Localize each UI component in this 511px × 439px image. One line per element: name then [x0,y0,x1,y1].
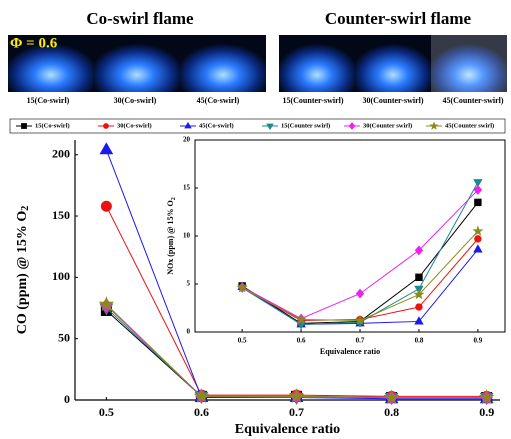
x-tick-label: 0.9 [474,337,483,345]
y-axis-title: CO (ppm) @ 15% O2 [15,206,31,334]
legend-marker [267,124,273,129]
legend-label: 45(Co-swirl) [199,122,234,129]
x-tick-label: 0.6 [194,405,209,419]
legend-marker [349,123,354,129]
legend-label: 15(Counter swirl) [281,122,330,129]
photo-label: 45(Co-swirl) [197,96,240,105]
y-axis-title: NOx (ppm) @ 15% O2 [166,197,178,275]
x-tick-label: 0.5 [238,337,247,345]
y-tick-label: 50 [58,330,70,344]
marker [100,143,112,154]
y-tick-label: 5 [187,280,191,288]
photo-label: 45(Counter-swirl) [442,96,503,105]
x-tick-label: 0.8 [384,405,399,419]
marker [475,199,481,205]
legend-marker [431,123,437,129]
x-tick-label: 0.8 [415,337,424,345]
legend-marker [22,124,27,129]
counter-photos [279,35,507,92]
y-tick-label: 150 [52,208,70,222]
y-axis-title-text: CO (ppm) @ 15% O [15,211,30,335]
y-tick-label: 200 [52,146,70,160]
photo-label: 30(Co-swirl) [114,96,157,105]
y-tick-label: 0 [187,328,191,336]
legend-label: 45(Counter swirl) [445,122,494,129]
inset-frame [195,140,505,332]
y-axis-title-sub: 2 [20,206,31,211]
x-axis-title: Equivalence ratio [320,347,380,356]
marker [416,274,422,280]
marker [475,236,481,242]
x-axis-title: Equivalence ratio [235,422,340,437]
photo-label: 15(Co-swirl) [27,96,70,105]
legend-label: 30(Co-swirl) [117,122,152,129]
x-tick-label: 0.6 [297,337,306,345]
y-tick-label: 15 [183,184,191,192]
figure: Co-swirl flame Counter-swirl flame Φ = 0… [0,0,511,439]
y-tick-label: 20 [183,136,191,144]
legend-label: 15(Co-swirl) [35,122,70,129]
y-axis-title-text: NOx (ppm) @ 15% O [166,200,175,275]
legend-label: 30(Counter swirl) [363,122,412,129]
legend-marker [104,124,109,129]
photo-label: 30(Counter-swirl) [362,96,423,105]
phi-label: Φ = 0.6 [10,35,58,51]
legend-marker [185,123,191,128]
co-title: Co-swirl flame [86,9,194,28]
y-tick-label: 0 [64,392,70,406]
photo-label: 15(Counter-swirl) [282,96,343,105]
marker [416,304,422,310]
counter-title: Counter-swirl flame [325,9,472,28]
x-tick-label: 0.9 [479,405,494,419]
x-tick-label: 0.7 [356,337,365,345]
x-tick-label: 0.7 [289,405,304,419]
marker [101,201,111,211]
y-axis-title-sub: 2 [171,197,177,200]
x-tick-label: 0.5 [99,405,114,419]
y-tick-label: 10 [183,232,191,240]
y-tick-label: 100 [52,269,70,283]
